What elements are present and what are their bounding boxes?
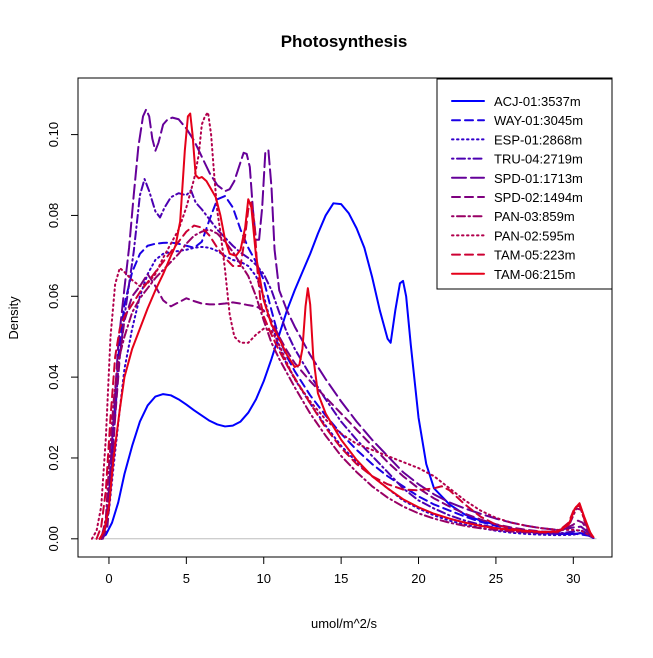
legend-label-8: PAN-02:595m bbox=[494, 228, 575, 243]
legend-label-10: TAM-06:215m bbox=[494, 267, 575, 282]
legend: ACJ-01:3537m WAY-01:3045m ESP-01:2868m TRU-… bbox=[436, 78, 613, 290]
legend-label-5: SPD-01:1713m bbox=[494, 171, 583, 186]
y-tick-label: 0.08 bbox=[46, 203, 61, 228]
legend-label-6: SPD-02:1494m bbox=[494, 190, 583, 205]
series-line-2 bbox=[100, 195, 595, 540]
series-line-10 bbox=[98, 112, 595, 540]
y-tick-label: 0.00 bbox=[46, 526, 61, 551]
y-tick-label: 0.10 bbox=[46, 122, 61, 147]
legend-label-7: PAN-03:859m bbox=[494, 209, 575, 224]
series-line-7 bbox=[100, 228, 593, 540]
series-line-6 bbox=[101, 273, 595, 540]
y-tick-label: 0.02 bbox=[46, 445, 61, 470]
legend-label-9: TAM-05:223m bbox=[494, 248, 575, 263]
x-tick-label: 0 bbox=[105, 571, 112, 586]
series-line-5 bbox=[100, 108, 595, 540]
chart-title: Photosynthesis bbox=[281, 32, 408, 51]
series-line-8 bbox=[90, 111, 595, 540]
legend-label-3: ESP-01:2868m bbox=[494, 132, 582, 147]
x-tick-label: 10 bbox=[257, 571, 271, 586]
series-line-9 bbox=[95, 201, 595, 540]
x-tick-label: 30 bbox=[566, 571, 580, 586]
x-tick-label: 15 bbox=[334, 571, 348, 586]
legend-label-1: ACJ-01:3537m bbox=[494, 94, 581, 109]
y-tick-label: 0.06 bbox=[46, 284, 61, 309]
legend-label-2: WAY-01:3045m bbox=[494, 113, 583, 128]
y-axis-label: Density bbox=[6, 296, 21, 340]
y-tick-label: 0.04 bbox=[46, 364, 61, 389]
series-layer bbox=[90, 108, 597, 540]
x-tick-label: 25 bbox=[489, 571, 503, 586]
legend-label-4: TRU-04:2719m bbox=[494, 152, 583, 167]
x-tick-label: 20 bbox=[411, 571, 425, 586]
axes-layer: 0 5 10 15 20 25 30 0.00 0.02 0.04 0.06 0.08 0.10 bbox=[46, 77, 613, 586]
x-axis-label: umol/m^2/s bbox=[311, 616, 378, 631]
x-tick-label: 5 bbox=[183, 571, 190, 586]
